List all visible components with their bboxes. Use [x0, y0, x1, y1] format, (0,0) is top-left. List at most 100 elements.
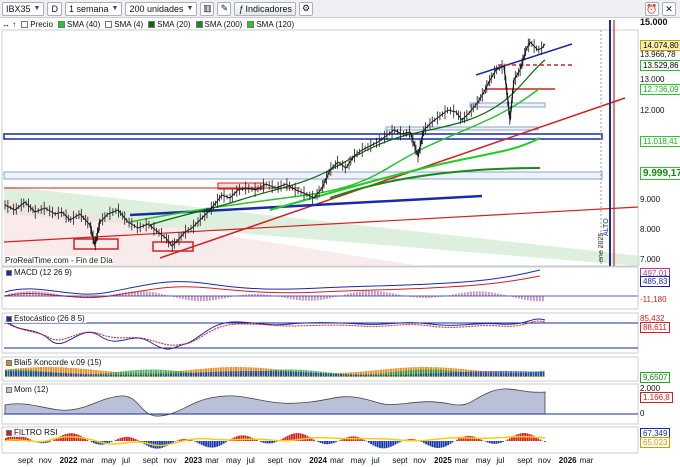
- period-letter-button[interactable]: D: [47, 1, 62, 16]
- window-close-icon[interactable]: ✕: [662, 2, 676, 16]
- rsi-bar: [335, 441, 337, 443]
- koncorde-bar: [445, 372, 447, 376]
- swatch-icon: [148, 21, 156, 28]
- koncorde-bar: [107, 372, 110, 377]
- koncorde-bar: [55, 372, 57, 376]
- rsi-bar: [115, 439, 117, 441]
- koncorde-bar: [40, 371, 42, 376]
- koncorde-bar: [380, 373, 382, 377]
- legend-sma200[interactable]: SMA (200): [195, 20, 242, 29]
- rsi-bar: [286, 435, 289, 441]
- koncorde-bar: [95, 374, 97, 376]
- rsi-bar: [396, 441, 399, 444]
- koncorde-bar: [107, 374, 110, 376]
- rsi-bar: [491, 441, 493, 444]
- koncorde-bar: [60, 372, 62, 376]
- draw-tool-icon[interactable]: ✎: [217, 1, 232, 16]
- mom-label[interactable]: Mom (12): [4, 385, 51, 394]
- koncorde-bar: [362, 374, 365, 376]
- mom-value-2: 1.166,8: [640, 392, 673, 403]
- koncorde-bar: [272, 371, 275, 376]
- koncorde-bar: [212, 371, 215, 376]
- koncorde-bar: [495, 371, 497, 376]
- koncorde-bar: [382, 374, 385, 376]
- koncorde-bar: [360, 371, 362, 377]
- rsi-bar: [460, 437, 463, 441]
- rsi-bar: [383, 441, 386, 449]
- koncorde-bar: [417, 369, 420, 377]
- indicators-button[interactable]: ƒ Indicadores: [234, 1, 296, 16]
- data-source: ProRealTime.com - Fin de Día: [5, 256, 113, 265]
- koncorde-bar: [237, 371, 240, 376]
- koncorde-bar: [455, 372, 457, 376]
- rsi-bar: [438, 441, 441, 448]
- legend-tools-icon[interactable]: ↔ ↑: [2, 20, 17, 29]
- koncorde-bar: [255, 371, 257, 376]
- koncorde-bar: [195, 372, 197, 376]
- koncorde-bar: [525, 371, 527, 376]
- koncorde-bar: [312, 372, 315, 376]
- price-tag-b: 13.529,86: [640, 60, 680, 71]
- rsi-bar: [269, 441, 271, 444]
- rsi-bar: [11, 435, 14, 441]
- legend-sma4[interactable]: SMA (4): [105, 20, 143, 29]
- rsi-bar: [128, 436, 130, 441]
- rsi-bar: [60, 436, 62, 441]
- tool-icon[interactable]: ⚙: [298, 1, 313, 16]
- koncorde-bar: [162, 374, 165, 376]
- rsi-bar: [123, 436, 126, 441]
- rsi-bar: [332, 441, 335, 444]
- rsi-bar: [126, 436, 128, 441]
- alarm-icon[interactable]: ⏰: [645, 2, 659, 16]
- legend-sma40[interactable]: SMA (40): [57, 20, 100, 29]
- time-axis-label: may: [226, 456, 242, 465]
- koncorde-bar: [320, 373, 322, 376]
- rsi-bar: [500, 441, 502, 443]
- green-channel: [4, 186, 640, 266]
- koncorde-bar: [52, 367, 55, 377]
- timeframe-selector[interactable]: 1 semana ▼: [64, 1, 123, 16]
- rsi-bar: [266, 441, 269, 444]
- koncorde-bar: [125, 371, 127, 377]
- koncorde-bar: [475, 371, 477, 376]
- koncorde-bar: [157, 369, 160, 377]
- koncorde-bar: [202, 372, 205, 376]
- rsi-bar: [207, 441, 210, 448]
- rsi-bar: [20, 435, 23, 441]
- rsi-bar: [313, 439, 315, 441]
- units-selector[interactable]: 200 unidades ▼: [125, 1, 198, 16]
- koncorde-bar: [347, 374, 350, 376]
- rsi-bar: [429, 441, 432, 447]
- rsi-bar: [137, 440, 139, 441]
- rsi-bar: [302, 433, 304, 441]
- time-axis-label: nov: [413, 456, 427, 465]
- blai-label[interactable]: Blai5 Koncorde v.09 (15): [4, 358, 104, 367]
- legend-sma20[interactable]: SMA (20): [148, 20, 191, 29]
- rsi-bar: [374, 441, 377, 447]
- koncorde-bar: [115, 372, 117, 377]
- koncorde-bar: [532, 371, 535, 376]
- stoch-label[interactable]: Estocástico (26 8 5): [4, 314, 87, 323]
- chart-type-icon[interactable]: ▥: [200, 1, 215, 16]
- koncorde-bar: [197, 372, 200, 376]
- rsi-bar: [200, 441, 203, 445]
- legend-price[interactable]: Precio: [21, 20, 53, 29]
- rsi-bar: [161, 441, 163, 448]
- koncorde-bar: [35, 371, 37, 376]
- koncorde-bar: [187, 373, 190, 376]
- macd-panel-frame: [1, 266, 639, 310]
- time-axis-label: nov: [163, 456, 177, 465]
- macd-label[interactable]: MACD (12 26 9): [4, 268, 74, 277]
- symbol-selector[interactable]: IBX35 ▼: [2, 1, 45, 16]
- macd-value-3: -11,180: [640, 295, 667, 304]
- tick-8000: 8.000: [640, 225, 661, 234]
- rsi-label[interactable]: FILTRO RSI: [4, 428, 60, 437]
- time-axis-label: may: [475, 456, 491, 465]
- legend-sma120[interactable]: SMA (120): [247, 20, 294, 29]
- tick-15000: 15.000: [640, 17, 668, 27]
- rsi-bar: [205, 441, 207, 447]
- koncorde-bar: [427, 369, 430, 377]
- koncorde-bar: [82, 368, 85, 377]
- rsi-bar: [398, 441, 401, 443]
